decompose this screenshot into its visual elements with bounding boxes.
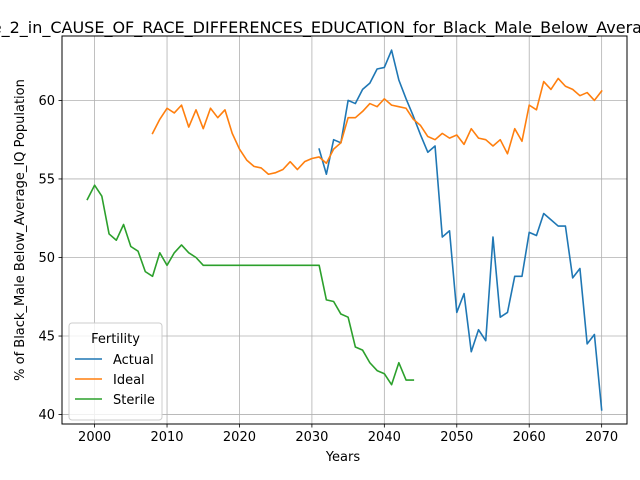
y-tick-label: 40 xyxy=(38,408,55,423)
series-line-sterile xyxy=(86,184,415,386)
x-axis-label: Years xyxy=(325,450,361,465)
y-tick-label: 55 xyxy=(38,172,55,187)
x-tick-label: 2020 xyxy=(223,430,256,445)
y-tick-label: 50 xyxy=(38,251,55,266)
series-lines xyxy=(86,49,603,411)
y-tick-label: 60 xyxy=(38,94,55,109)
series-line-actual xyxy=(318,49,603,411)
y-axis-label: % of Black_Male Below_Average_IQ Populat… xyxy=(13,79,28,381)
plot-frame xyxy=(61,35,628,425)
legend-label-ideal: Ideal xyxy=(113,373,145,388)
series-line-ideal xyxy=(151,77,603,176)
legend-box xyxy=(68,322,163,421)
grid-lines xyxy=(62,36,627,424)
legend-items: Actual Ideal Sterile xyxy=(75,353,155,408)
x-tick-label: 2000 xyxy=(78,430,111,445)
x-tick-label: 2010 xyxy=(150,430,183,445)
x-tick-label: 2060 xyxy=(513,430,546,445)
x-tick-label: 2070 xyxy=(585,430,618,445)
x-tick-label: 2050 xyxy=(440,430,473,445)
x-tick-label: 2030 xyxy=(295,430,328,445)
axis-ticks: 2000 2010 2020 2030 2040 2050 2060 2070 40 45 50 55… xyxy=(38,94,618,445)
chart-title: Figure_2_in_CAUSE_OF_RACE_DIFFERENCES_ED… xyxy=(0,18,640,38)
legend: Fertility Actual Ideal Sterile xyxy=(68,322,163,421)
y-tick-label: 45 xyxy=(38,330,55,345)
legend-title: Fertility xyxy=(91,332,140,347)
legend-label-actual: Actual xyxy=(113,353,154,368)
legend-label-sterile: Sterile xyxy=(113,393,155,408)
x-tick-label: 2040 xyxy=(368,430,401,445)
